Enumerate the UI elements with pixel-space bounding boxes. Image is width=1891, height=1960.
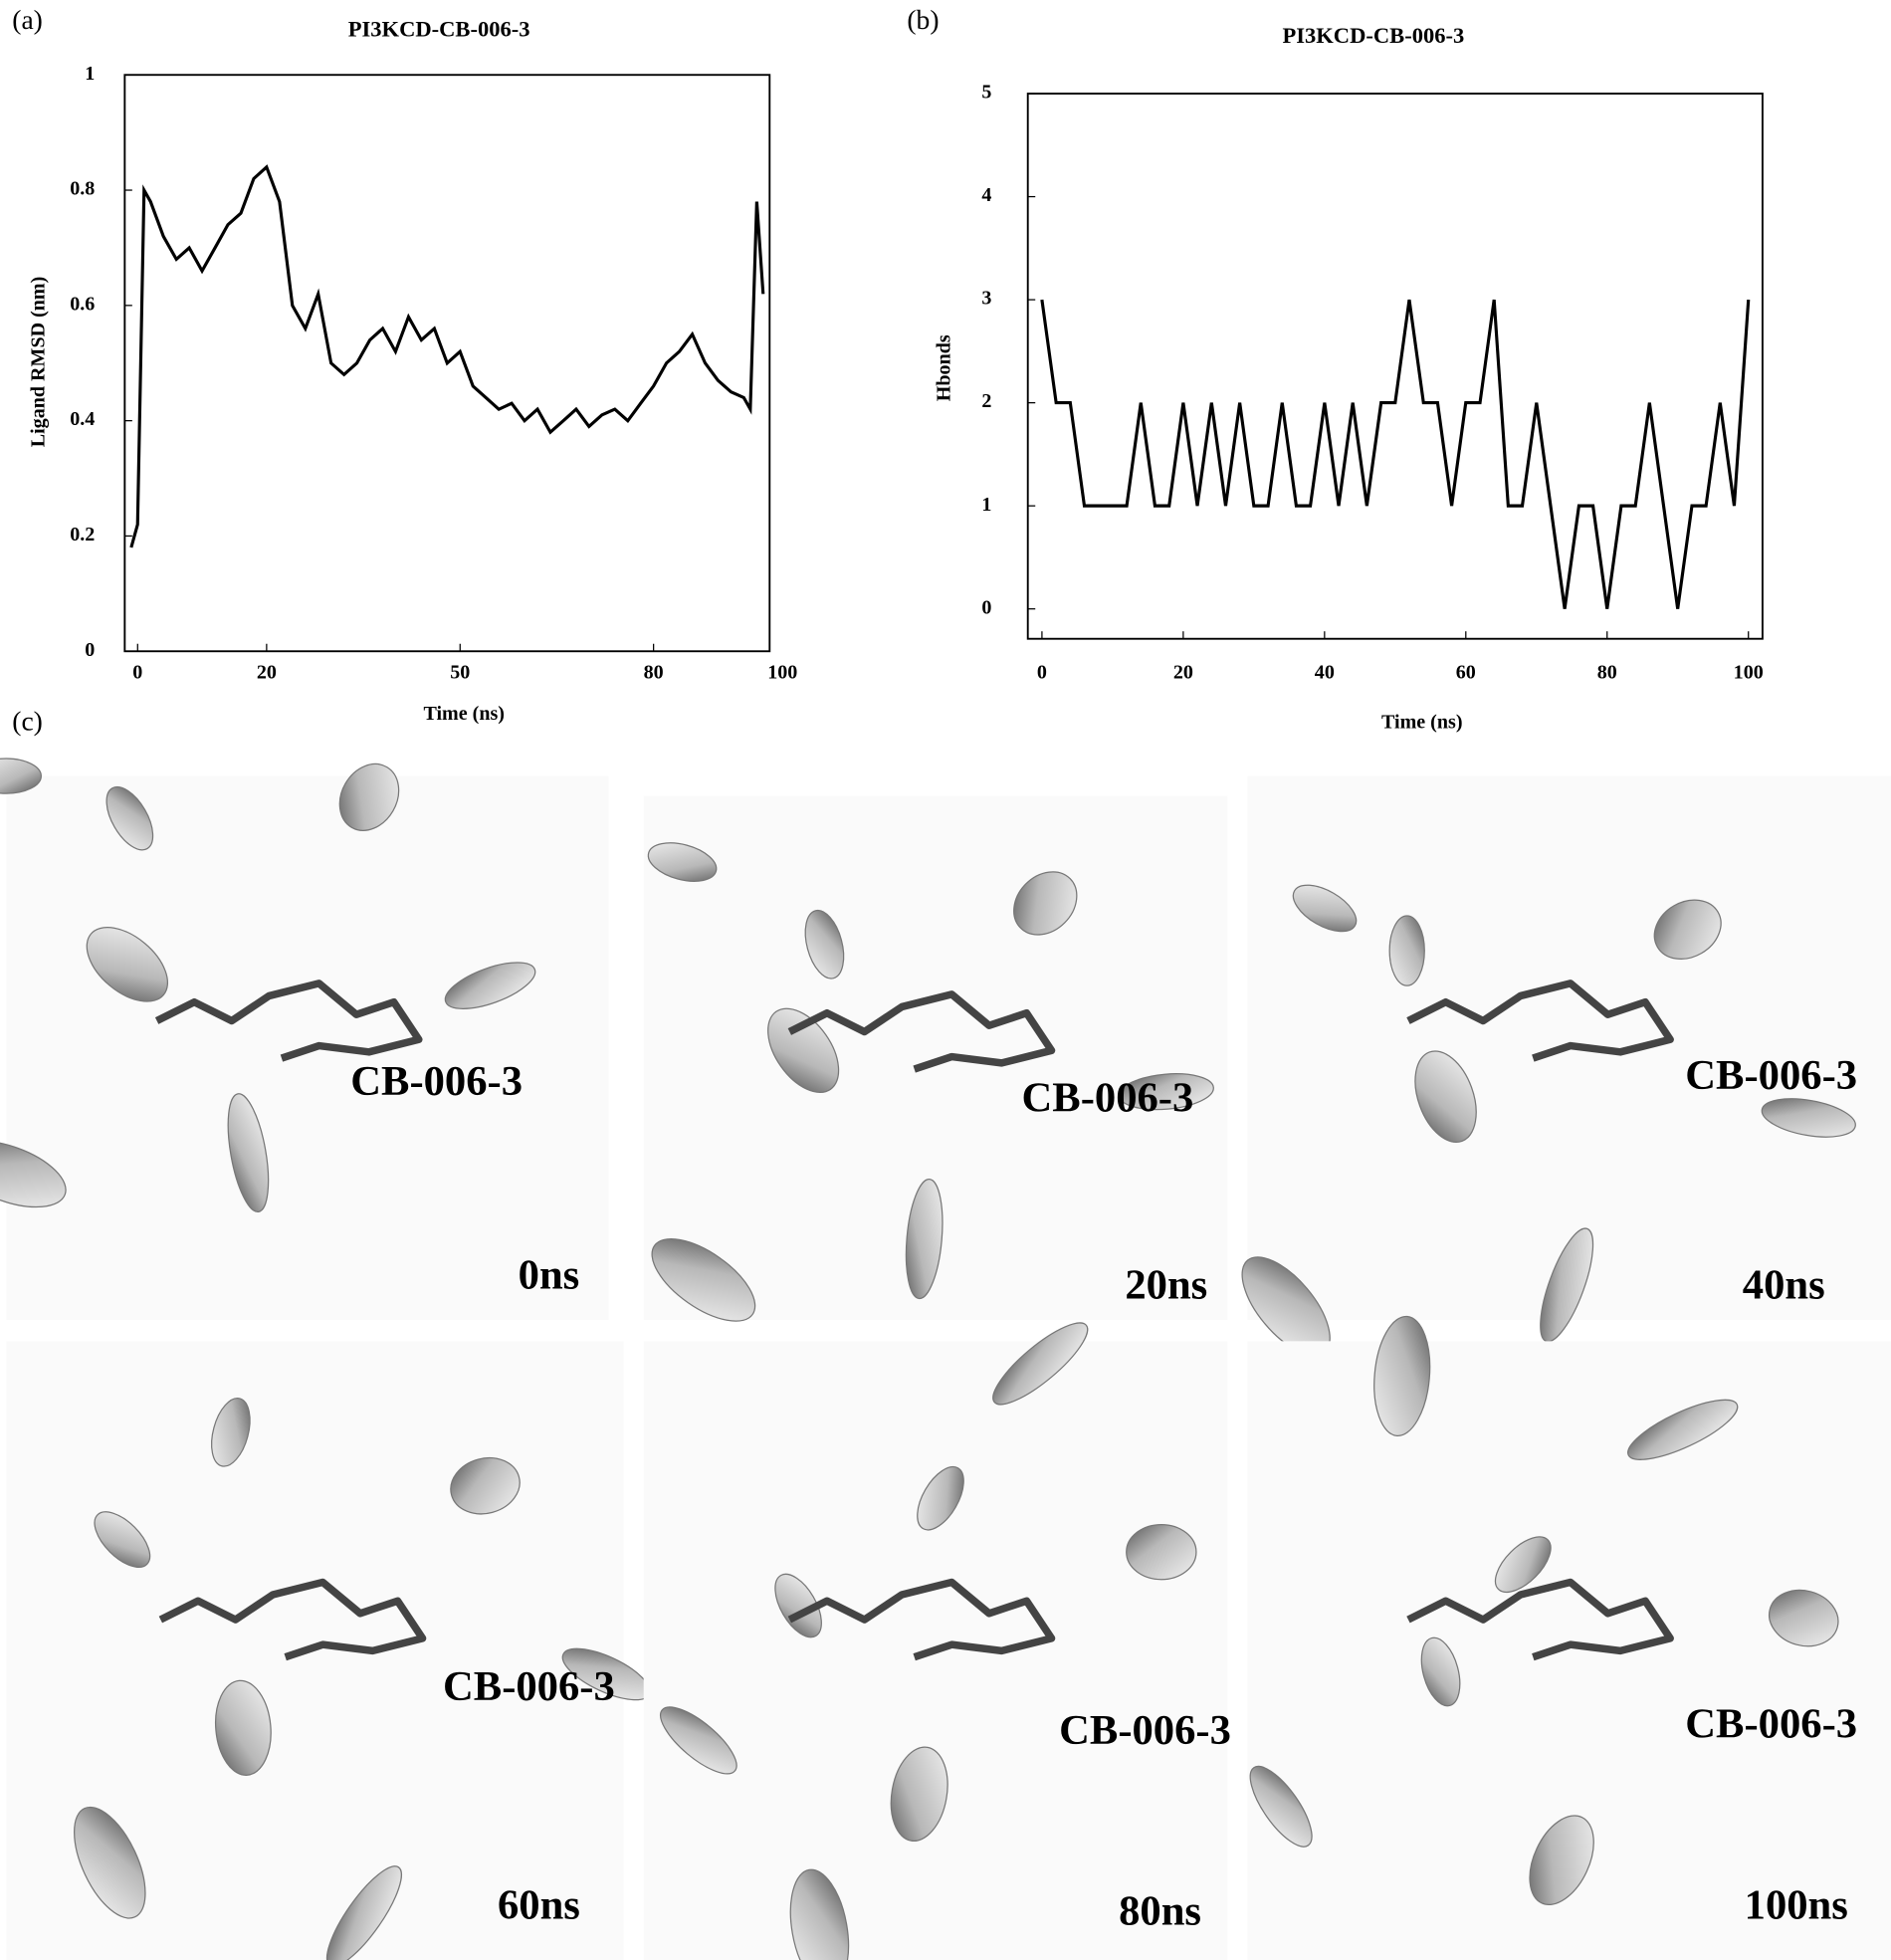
protein-ribbon	[804, 909, 845, 980]
protein-ribbon	[767, 1007, 840, 1094]
protein-ribbon	[1373, 1315, 1431, 1437]
x-axis-label: Time (ns)	[1381, 712, 1463, 734]
x-tick-label: 0	[1037, 661, 1047, 683]
protein-ribbon	[338, 762, 400, 831]
time-label: 20ns	[1125, 1261, 1207, 1308]
ligand-label: CB-006-3	[1059, 1707, 1231, 1754]
x-tick-label: 20	[1173, 661, 1193, 683]
ligand	[1406, 1578, 1674, 1661]
x-tick-label: 20	[257, 661, 277, 683]
protein-ribbon	[905, 1178, 944, 1300]
y-axis-label: Ligand RMSD (nm)	[28, 277, 50, 448]
y-tick-label: 0	[981, 596, 991, 618]
time-label: 80ns	[1119, 1888, 1201, 1935]
ligand	[154, 980, 423, 1062]
x-tick-label: 100	[767, 661, 797, 683]
protein-ribbon	[1126, 1523, 1197, 1581]
protein-ribbon	[992, 1322, 1089, 1406]
y-tick-label: 1	[85, 63, 95, 85]
protein-ribbon	[0, 758, 42, 794]
chart-title: PI3KCD-CB-006-3	[1282, 23, 1464, 48]
panel-label: (c)	[12, 705, 43, 736]
protein-ribbon	[94, 1511, 151, 1568]
protein-ribbon	[1420, 1636, 1461, 1707]
x-tick-label: 50	[450, 661, 470, 683]
protein-ribbon	[325, 1865, 402, 1960]
protein-ribbon	[1653, 899, 1722, 961]
protein-ribbon	[0, 1140, 67, 1208]
x-tick-label: 40	[1315, 661, 1335, 683]
protein-ribbon	[105, 785, 154, 851]
time-label: 100ns	[1745, 1881, 1848, 1928]
ligand	[787, 990, 1056, 1073]
protein-ribbon	[917, 1465, 964, 1531]
ligand-label: CB-006-3	[1022, 1074, 1194, 1121]
y-tick-label: 1	[981, 494, 991, 516]
x-axis-label: Time (ns)	[423, 703, 505, 725]
protein-ribbon	[1761, 1098, 1856, 1138]
plot-frame	[123, 74, 771, 653]
protein-ribbon	[1529, 1815, 1594, 1906]
ligand	[787, 1578, 1056, 1661]
protein-ribbon	[1414, 1050, 1477, 1144]
protein-ribbon	[1292, 884, 1358, 933]
protein-ribbon	[651, 1238, 756, 1322]
protein-ribbon	[1627, 1399, 1739, 1460]
protein-ribbon	[211, 1397, 251, 1467]
ligand	[158, 1578, 427, 1661]
ligand-label: CB-006-3	[1685, 1701, 1857, 1748]
x-tick-label: 100	[1734, 661, 1764, 683]
x-tick-label: 0	[132, 661, 142, 683]
time-label: 40ns	[1743, 1261, 1825, 1308]
protein-ribbon	[660, 1706, 737, 1775]
protein-ribbon	[86, 927, 169, 1002]
panel-label: (a)	[12, 4, 43, 35]
protein-ribbon	[647, 842, 718, 882]
x-tick-label: 80	[644, 661, 664, 683]
x-tick-label: 60	[1456, 661, 1476, 683]
ligand-label: CB-006-3	[443, 1663, 615, 1710]
y-tick-label: 0	[85, 639, 95, 661]
protein-ribbon	[1118, 1073, 1214, 1111]
protein-ribbon	[1388, 915, 1425, 986]
y-tick-label: 2	[981, 390, 991, 412]
protein-ribbon	[450, 1456, 521, 1515]
protein-ribbon	[774, 1573, 822, 1638]
panel-label: (b)	[907, 4, 939, 35]
protein-ribbon	[227, 1093, 270, 1213]
ligand-label: CB-006-3	[350, 1058, 523, 1105]
y-tick-label: 0.4	[70, 408, 95, 430]
chart-title: PI3KCD-CB-006-3	[348, 17, 530, 42]
time-label: 0ns	[519, 1251, 580, 1298]
protein-ribbon	[1769, 1589, 1839, 1647]
protein-ribbon	[789, 1868, 850, 1960]
y-tick-label: 3	[981, 288, 991, 310]
protein-ribbon	[890, 1746, 948, 1843]
ligand-label: CB-006-3	[1685, 1052, 1857, 1099]
data-line	[1040, 299, 1751, 609]
protein-ribbon	[74, 1806, 146, 1919]
protein-ribbon	[1494, 1536, 1552, 1594]
protein-ribbon	[214, 1679, 272, 1776]
y-tick-label: 0.8	[70, 178, 95, 200]
data-line	[129, 164, 765, 548]
y-tick-label: 0.2	[70, 524, 95, 545]
y-axis-label: Hbonds	[934, 334, 955, 401]
y-tick-label: 4	[981, 184, 991, 206]
protein-ribbon	[444, 962, 536, 1009]
x-tick-label: 80	[1597, 661, 1617, 683]
ligand	[1406, 980, 1674, 1062]
protein-ribbon	[1013, 871, 1078, 936]
plot-frame	[1026, 93, 1764, 640]
protein-ribbon	[1249, 1765, 1313, 1848]
y-tick-label: 5	[981, 82, 991, 104]
y-tick-label: 0.6	[70, 293, 95, 315]
time-label: 60ns	[498, 1881, 580, 1928]
